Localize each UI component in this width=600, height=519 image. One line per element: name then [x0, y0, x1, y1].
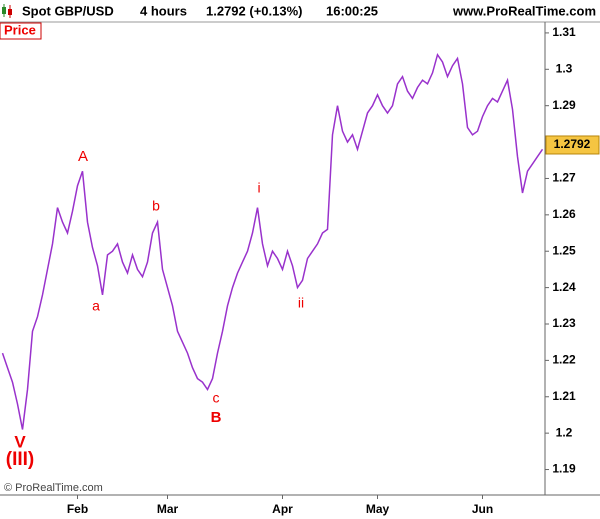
last-price-box	[545, 135, 600, 155]
y-tick-label: 1.19	[552, 462, 576, 476]
copyright: © ProRealTime.com	[4, 482, 103, 494]
x-tick-label: Feb	[67, 502, 88, 516]
wave-label: V	[14, 432, 26, 451]
timeframe: 4 hours	[140, 3, 187, 18]
price-line	[1, 52, 544, 430]
wave-label: b	[152, 198, 160, 214]
y-tick-label: 1.31	[552, 25, 576, 39]
quote: 1.2792 (+0.13%)	[206, 3, 302, 18]
y-tick-label: 1.21	[552, 389, 576, 403]
y-tick-label: 1.29	[552, 98, 576, 112]
y-tick-label: 1.25	[552, 243, 576, 257]
legend-label: Price	[4, 22, 36, 37]
y-tick-label: 1.23	[552, 316, 576, 330]
y-tick-label: 1.3	[556, 61, 573, 75]
legend-box	[0, 22, 42, 40]
instrument: Spot GBP/USD	[22, 3, 114, 18]
wave-label: ii	[298, 295, 304, 311]
x-tick-label: Apr	[272, 502, 293, 516]
wave-label: B	[211, 409, 222, 426]
site: www.ProRealTime.com	[452, 3, 596, 18]
y-tick-label: 1.26	[552, 207, 576, 221]
wave-label: A	[78, 148, 88, 165]
y-tick-label: 1.2	[556, 425, 573, 439]
last-price-label: 1.2792	[554, 137, 591, 151]
wave-label: i	[257, 180, 260, 196]
header-icon	[2, 4, 12, 18]
x-tick-label: Jun	[472, 502, 493, 516]
time: 16:00:25	[326, 3, 378, 18]
wave-label: (III)	[6, 449, 35, 470]
x-tick-label: Mar	[157, 502, 179, 516]
y-tick-label: 1.22	[552, 353, 576, 367]
wave-label: a	[92, 298, 100, 314]
x-tick-label: May	[366, 502, 390, 516]
wave-label: c	[213, 390, 220, 406]
y-tick-label: 1.24	[552, 280, 576, 294]
y-tick-label: 1.27	[552, 171, 576, 185]
